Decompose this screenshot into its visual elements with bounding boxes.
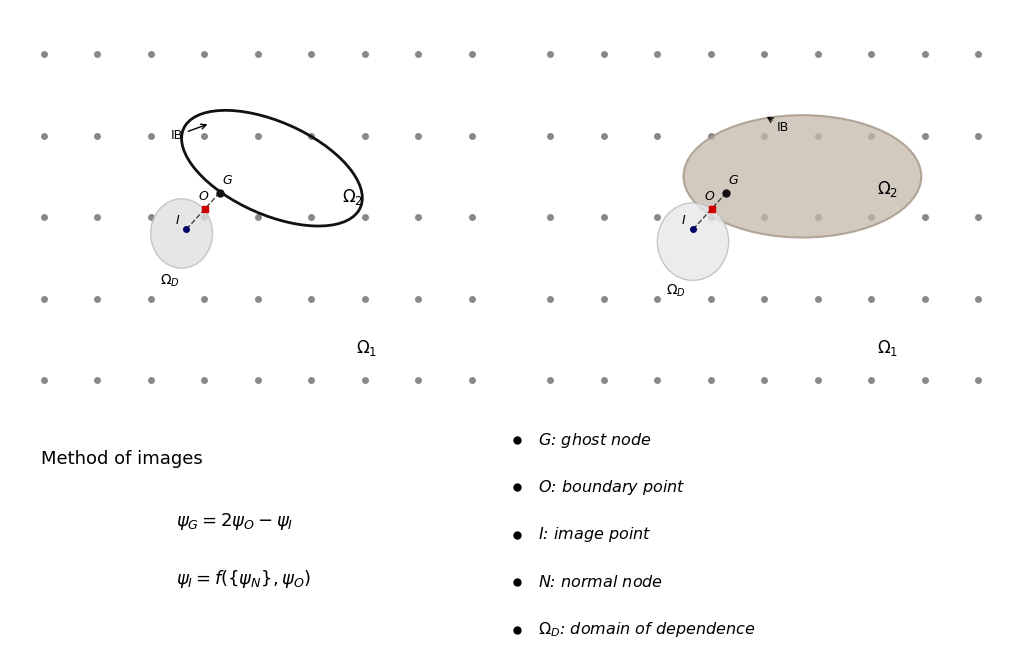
Ellipse shape bbox=[683, 115, 921, 238]
Text: $N$: normal node: $N$: normal node bbox=[538, 574, 663, 590]
Text: G: G bbox=[222, 174, 232, 187]
Text: $\Omega_1$: $\Omega_1$ bbox=[878, 338, 899, 358]
Text: $\psi_I = f(\{\psi_N\}, \psi_O)$: $\psi_I = f(\{\psi_N\}, \psi_O)$ bbox=[176, 568, 311, 590]
Text: Method of images: Method of images bbox=[41, 449, 203, 468]
Text: $\psi_G = 2\psi_O - \psi_I$: $\psi_G = 2\psi_O - \psi_I$ bbox=[176, 511, 293, 532]
Text: $\Omega_1$: $\Omega_1$ bbox=[357, 338, 377, 358]
Text: IB: IB bbox=[171, 124, 206, 142]
Text: O: O bbox=[199, 190, 208, 203]
Text: I: I bbox=[176, 215, 179, 228]
Text: $\Omega_D$: $\Omega_D$ bbox=[667, 282, 687, 299]
Text: $I$: image point: $I$: image point bbox=[538, 525, 651, 544]
Ellipse shape bbox=[658, 203, 729, 280]
Text: $\Omega_2$: $\Omega_2$ bbox=[878, 178, 899, 199]
Text: $O$: boundary point: $O$: boundary point bbox=[538, 478, 686, 497]
Text: $\Omega_D$: $\Omega_D$ bbox=[160, 272, 180, 289]
Text: $\Omega_2$: $\Omega_2$ bbox=[342, 187, 363, 207]
Text: G: G bbox=[729, 174, 738, 187]
Ellipse shape bbox=[151, 199, 213, 268]
Text: I: I bbox=[682, 215, 686, 228]
Text: O: O bbox=[705, 190, 714, 203]
Text: IB: IB bbox=[768, 118, 790, 134]
Text: $\Omega_D$: domain of dependence: $\Omega_D$: domain of dependence bbox=[538, 620, 756, 639]
Text: $G$: ghost node: $G$: ghost node bbox=[538, 430, 651, 449]
